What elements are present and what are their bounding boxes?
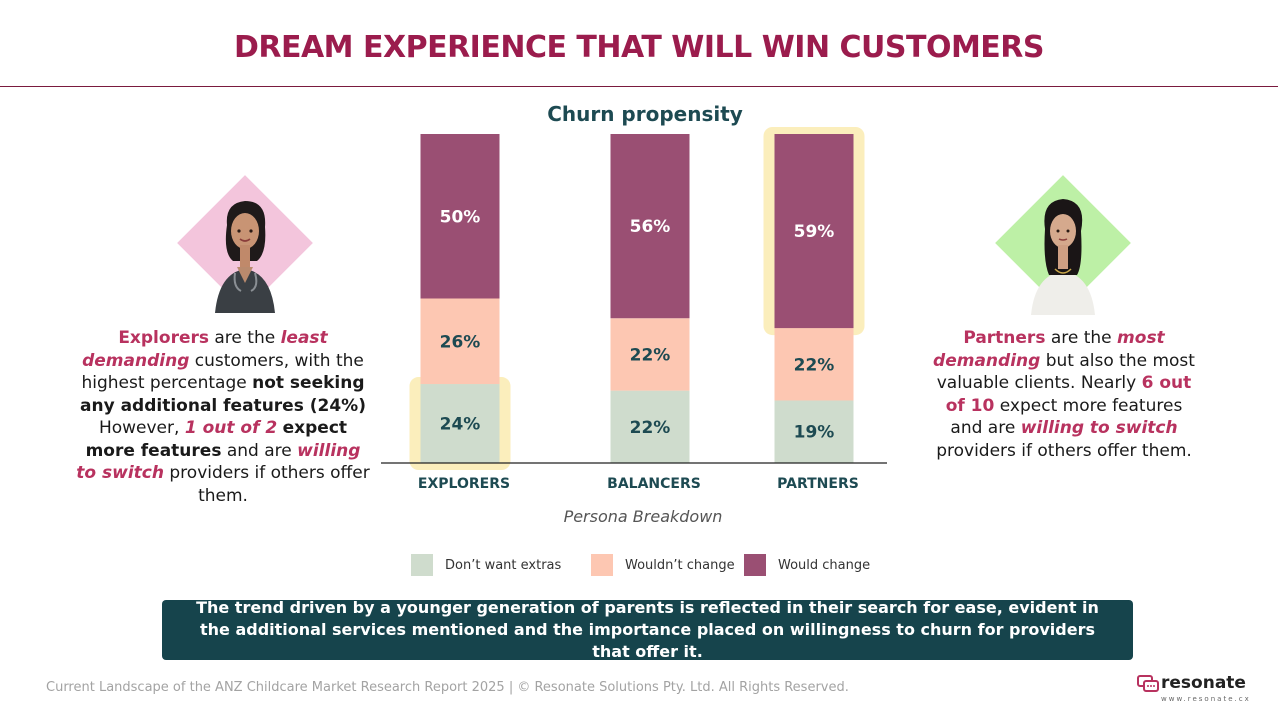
explorers-description: Explorers are the least demanding custom…: [74, 327, 372, 507]
footer-copyright: Current Landscape of the ANZ Childcare M…: [46, 680, 849, 695]
summary-banner: The trend driven by a younger generation…: [162, 598, 1133, 661]
partners-most-demanding: most demanding: [933, 328, 1165, 371]
data-label-partners-would-change: 59%: [794, 222, 835, 242]
x-tick-explorers: EXPLORERS: [418, 476, 510, 492]
bar-partners-don-t-want-extras: [774, 400, 854, 463]
partners-name: Partners: [963, 328, 1046, 348]
chart-title: Churn propensity: [547, 102, 743, 126]
bar-balancers-don-t-want-extras: [610, 390, 690, 463]
woman-professional-portrait-icon: [1031, 199, 1095, 315]
bar-balancers-wouldn-t-change: [610, 318, 690, 391]
explorers-text-5: providers if others offer them.: [163, 463, 370, 506]
explorers-one-out-of-two: 1 out of 2: [184, 418, 278, 438]
persona-diamond-partners: [995, 175, 1131, 315]
legend-swatch-would-change: [744, 554, 766, 576]
data-label-explorers-wouldn-t-change: 26%: [440, 332, 481, 352]
bar-explorers-wouldn-t-change: [420, 298, 500, 385]
partners-willing-to-switch: willing to switch: [1020, 418, 1178, 438]
legend-swatch-dont-want-extras: [411, 554, 433, 576]
data-label-explorers-don-t-want-extras: 24%: [440, 415, 481, 435]
bar-partners-wouldn-t-change: [774, 328, 854, 401]
bar-explorers-would-change: [420, 134, 500, 299]
explorers-expect-more: expect more features: [85, 418, 348, 461]
legend-label-dont-want-extras: Don’t want extras: [445, 557, 562, 573]
x-axis-label: Persona Breakdown: [564, 507, 723, 526]
partners-text-4: providers if others offer them.: [936, 440, 1192, 461]
page-title: DREAM EXPERIENCE THAT WILL WIN CUSTOMERS: [233, 30, 1045, 65]
bar-balancers-would-change: [610, 134, 690, 319]
legend-swatch-wouldnt-change: [591, 554, 613, 576]
x-tick-partners: PARTNERS: [777, 476, 859, 492]
partners-text-2: but also the most valuable clients. Near…: [936, 350, 1195, 394]
data-label-partners-don-t-want-extras: 19%: [794, 423, 835, 443]
persona-diamond-explorers: [177, 175, 313, 313]
stacked-bar-chart: 24% 26% 50% EXPLORERS 22% 22% 56% BALANCERS 19% 2…: [381, 127, 887, 526]
data-label-explorers-would-change: 50%: [440, 207, 481, 227]
explorers-least-demanding: least demanding: [82, 328, 328, 371]
bar-partners-would-change: [774, 134, 854, 329]
legend-label-wouldnt-change: Wouldn’t change: [625, 557, 735, 573]
explorers-text-2: customers, with the highest percentage: [81, 350, 364, 394]
legend-item-would-change: Would change: [744, 554, 870, 576]
summary-banner-text: The trend driven by a younger generation…: [196, 598, 1099, 661]
partners-text-3: expect more features and are: [950, 395, 1183, 439]
speech-bubble-logo-icon: [1137, 675, 1159, 692]
data-label-balancers-would-change: 56%: [630, 217, 671, 237]
title-divider: [0, 86, 1278, 87]
explorers-not-seeking: not seeking any additional features (24%…: [80, 373, 366, 416]
explorers-willing-to-switch: willing to switch: [76, 440, 361, 484]
bar-explorers-don-t-want-extras: [420, 384, 500, 463]
data-label-partners-wouldn-t-change: 22%: [794, 355, 835, 375]
explorers-text-1: are the: [208, 328, 281, 348]
woman-nurse-portrait-icon: [215, 201, 275, 313]
explorers-text-4: and are: [221, 440, 298, 461]
resonate-logo: resonate www.resonate.cx: [1137, 673, 1249, 707]
explorers-name: Explorers: [118, 328, 209, 348]
partners-description: Partners are the most demanding but also…: [930, 327, 1198, 462]
logo-url: www.resonate.cx: [1161, 695, 1251, 703]
logo-wordmark: resonate: [1161, 673, 1246, 693]
partners-six-out-of-ten: 6 out of 10: [945, 373, 1192, 416]
data-label-balancers-don-t-want-extras: 22%: [630, 418, 671, 438]
data-label-balancers-wouldn-t-change: 22%: [630, 345, 671, 365]
legend-item-wouldnt-change: Wouldn’t change: [591, 554, 735, 576]
legend-label-would-change: Would change: [778, 557, 871, 573]
explorers-text-3: However,: [98, 418, 185, 438]
partners-text-1: are the: [1045, 328, 1118, 348]
legend-item-dont-want-extras: Don’t want extras: [411, 554, 561, 576]
x-tick-balancers: BALANCERS: [607, 476, 701, 492]
